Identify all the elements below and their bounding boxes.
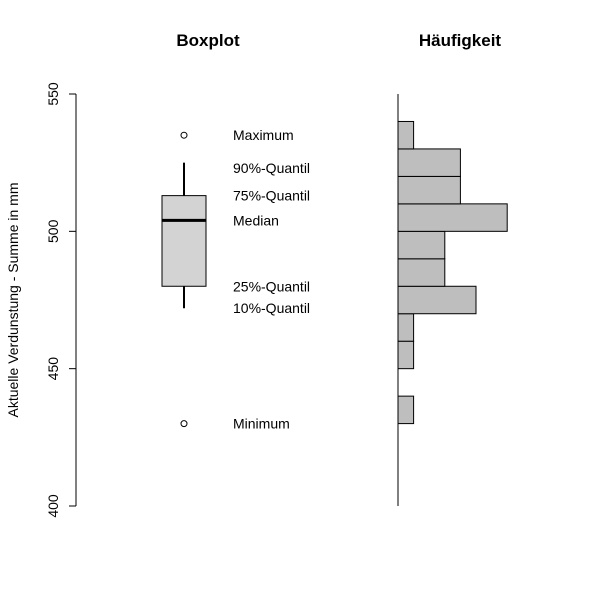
histogram-bar: [397, 285, 477, 315]
histogram-bar: [397, 340, 415, 370]
boxplot-title: Boxplot: [176, 31, 240, 50]
annotation-label: Median: [233, 212, 279, 228]
annotation-label: 90%-Quantil: [233, 160, 310, 176]
y-tick-label: 550: [45, 82, 61, 106]
histogram-bar: [397, 175, 461, 205]
histogram-bar: [397, 395, 415, 425]
histogram-bar: [397, 203, 508, 232]
y-tick-label: 400: [45, 494, 61, 518]
annotation-label: Minimum: [233, 416, 290, 432]
y-axis: 400 450 500 550: [45, 82, 77, 518]
y-tick-label: 500: [45, 219, 61, 243]
histogram-bar: [397, 148, 461, 177]
annotation-label: 75%-Quantil: [233, 188, 310, 204]
boxplot: [161, 131, 207, 428]
histogram-bar: [397, 313, 415, 342]
annotation-label: 10%-Quantil: [233, 300, 310, 316]
outlier-point: [180, 131, 188, 139]
histogram-title: Häufigkeit: [419, 31, 502, 50]
histogram: [397, 94, 508, 506]
histogram-bar: [397, 120, 415, 150]
histogram-bar: [397, 258, 446, 287]
y-tick-label: 450: [45, 357, 61, 381]
annotation-label: 25%-Quantil: [233, 278, 310, 294]
histogram-bar: [397, 230, 446, 260]
y-axis-label: Aktuelle Verdunstung - Summe in mm: [5, 183, 21, 418]
annotation-label: Maximum: [233, 127, 294, 143]
box: [161, 195, 207, 287]
annotations: Maximum 90%-Quantil 75%-Quantil Median 25%-Q…: [233, 127, 310, 431]
outlier-point: [180, 420, 188, 428]
